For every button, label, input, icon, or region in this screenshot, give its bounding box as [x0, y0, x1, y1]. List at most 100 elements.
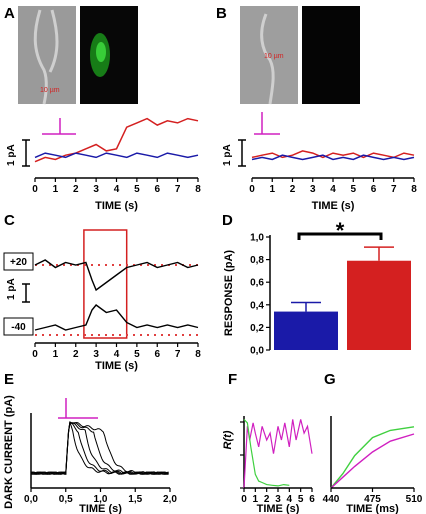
panel-b-stimulus-marker	[254, 112, 280, 135]
panel-b-brightfield-image	[240, 6, 298, 104]
panel-f-trace-magenta	[243, 419, 313, 489]
panel-b-trace-blue	[251, 154, 415, 161]
panel-e-x-tick-label: 2,0	[163, 494, 177, 505]
panel-label-a: A	[4, 5, 15, 22]
panel-a-scale-bar: 1 pA	[6, 139, 30, 167]
panel-b-x-axis-label: TIME (s)	[312, 200, 355, 212]
panel-g-x-axis-label: TIME (ms)	[346, 503, 399, 514]
panel-a-x-tick-label: 3	[93, 184, 99, 195]
panel-c-x-tick-label: 2	[73, 349, 79, 360]
panel-label-f: F	[228, 371, 237, 388]
panel-b-x-tick-label: 8	[411, 184, 417, 195]
panel-f-x-tick-label: 3	[275, 494, 281, 505]
panel-g-x-tick-label: 510	[406, 494, 423, 505]
panel-c-x-tick-label: 1	[53, 349, 59, 360]
panel-b-x-tick-label: 3	[310, 184, 316, 195]
panel-e-x-tick-label: 0,0	[24, 494, 38, 505]
panel-b-x-tick-label: 1	[269, 184, 275, 195]
panel-d-bar-red	[347, 260, 411, 350]
panel-b-micrographs: 10 µm	[240, 6, 360, 105]
panel-e-x-axis-label: TIME (s)	[79, 503, 122, 514]
panel-a-stimulus-marker	[42, 118, 76, 135]
panel-f-x-tick-label: 2	[264, 494, 270, 505]
panel-a-x-tick-label: 6	[154, 184, 160, 195]
panel-b-x-tick-label: 5	[350, 184, 356, 195]
panel-a-x-tick-label: 1	[53, 184, 59, 195]
panel-f-x-tick-label: 5	[298, 494, 304, 505]
panel-d-y-tick-label: 0,6	[250, 278, 264, 289]
panel-f-x-tick-label: 0	[241, 494, 247, 505]
panel-a-trace-blue	[34, 152, 199, 159]
panel-a-x-tick-label: 5	[134, 184, 140, 195]
panel-b-x-tick-label: 2	[290, 184, 296, 195]
panel-a-cell-outline	[33, 9, 59, 105]
panel-b-scalebar-label: 10 µm	[264, 53, 284, 60]
panel-d-y-tick-label: 1,0	[250, 233, 264, 244]
panel-b-x-tick-label: 0	[249, 184, 255, 195]
panel-d-y-tick-label: 0,8	[250, 255, 264, 266]
panel-d-y-tick-label: 0,2	[250, 323, 264, 334]
panel-g-trace-magenta	[330, 433, 415, 489]
panel-a-micrographs: 10 µm	[18, 6, 138, 105]
panel-b-cell-outline	[260, 13, 275, 105]
panel-c-voltage-bottom-text: -40	[11, 322, 26, 333]
panel-e-x-tick-label: 0,5	[59, 494, 73, 505]
panel-e-trace	[30, 422, 169, 475]
panel-d-y-axis-label: RESPONSE (pA)	[223, 250, 235, 337]
panel-a-x-tick-label: 8	[195, 184, 201, 195]
panel-c-x-tick-label: 7	[175, 349, 181, 360]
panel-a-x-tick-label: 0	[32, 184, 38, 195]
panel-d-y-tick-label: 0,4	[250, 300, 264, 311]
panel-a-scale-label: 1 pA	[6, 144, 17, 166]
panel-c-x-axis-label: TIME (s)	[95, 360, 138, 372]
panel-f-x-axis-label: TIME (s)	[257, 503, 300, 514]
panel-c-trace-bottom	[34, 304, 199, 331]
panel-f-trace-green	[243, 418, 290, 487]
panel-a-x-tick-label: 4	[114, 184, 120, 195]
panel-a-scalebar-label: 10 µm	[40, 87, 60, 94]
panel-b-x-tick-label: 6	[371, 184, 377, 195]
panel-c-x-tick-label: 3	[93, 349, 99, 360]
panel-e-trace	[30, 422, 169, 475]
panel-e-stimulus-marker	[58, 398, 98, 419]
panel-c-highlight-box	[83, 229, 128, 339]
panel-c-x-tick-label: 6	[154, 349, 160, 360]
panel-g-x-tick-label: 475	[364, 494, 381, 505]
panel-label-e: E	[4, 371, 14, 388]
panel-a-x-axis-label: TIME (s)	[95, 200, 138, 212]
panel-d-significance-bracket: *	[297, 218, 383, 243]
panel-a-x-tick-label: 7	[175, 184, 181, 195]
panel-g-trace-green	[330, 426, 415, 489]
panel-e-y-axis-label: DARK CURRENT (pA)	[3, 395, 15, 509]
panel-label-d: D	[222, 212, 233, 229]
panel-label-b: B	[216, 5, 227, 22]
panel-e-x-tick-label: 1,0	[94, 494, 108, 505]
panel-c-x-tick-label: 8	[195, 349, 201, 360]
panel-f-x-tick-label: 6	[309, 494, 315, 505]
panel-g-x-tick-label: 440	[323, 494, 340, 505]
panel-d-y-tick-label: 0,0	[250, 346, 264, 357]
panel-a-x-tick-label: 2	[73, 184, 79, 195]
panel-c-voltage-label-top: +20	[3, 252, 34, 271]
panel-b-trace-red	[251, 150, 415, 159]
panel-e-x-tick-label: 1,5	[128, 494, 142, 505]
panel-c-x-tick-label: 5	[134, 349, 140, 360]
panel-c-x-tick-label: 4	[114, 349, 120, 360]
panel-c-x-tick-label: 0	[32, 349, 38, 360]
panel-label-c: C	[4, 212, 15, 229]
panel-c-voltage-top-text: +20	[10, 257, 27, 268]
panel-f-x-tick-label: 4	[287, 494, 293, 505]
panel-d-bar-blue	[274, 311, 338, 350]
panel-c-trace-top	[34, 259, 199, 292]
panel-b-x-tick-label: 4	[330, 184, 336, 195]
panel-f-y-axis-label: R(t)	[222, 430, 234, 449]
panel-b-scale-label: 1 pA	[222, 144, 233, 166]
panel-b-scale-bar: 1 pA	[222, 139, 246, 167]
panel-c-scale-label: 1 pA	[6, 278, 17, 300]
panel-a-fluorescent-core	[96, 42, 106, 62]
panel-d-significance-star: *	[336, 218, 345, 243]
panel-label-g: G	[324, 371, 336, 388]
panel-b-fluorescence-image	[302, 6, 360, 104]
